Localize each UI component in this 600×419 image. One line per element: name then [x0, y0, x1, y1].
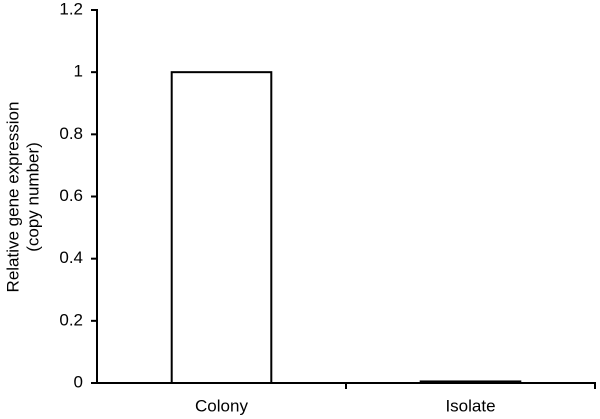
y-tick-label: 1	[74, 62, 83, 81]
x-tick-label: Isolate	[445, 396, 495, 415]
y-tick-label: 0.6	[59, 186, 83, 205]
y-tick-label: 0.8	[59, 124, 83, 143]
bar	[170, 71, 273, 385]
y-tick-label: 1.2	[59, 0, 83, 18]
y-tick-label: 0.2	[59, 310, 83, 329]
y-tick-label: 0.4	[59, 248, 83, 267]
bar	[419, 380, 522, 384]
y-tick-label: 0	[74, 372, 83, 391]
x-tick-label: Colony	[195, 396, 248, 415]
y-axis-title-line: (copy number)	[23, 142, 42, 252]
y-axis-title: Relative gene expression (copy number)	[3, 102, 42, 293]
y-axis-title-line: Relative gene expression	[3, 102, 22, 293]
